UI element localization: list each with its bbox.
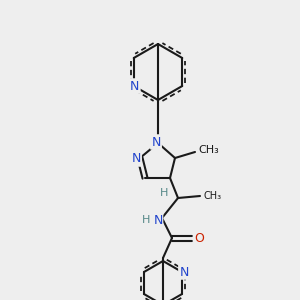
- Text: N: N: [151, 136, 161, 148]
- Text: CH₃: CH₃: [198, 145, 219, 155]
- Text: N: N: [131, 152, 141, 166]
- Text: N: N: [179, 266, 189, 278]
- Text: N: N: [153, 214, 163, 226]
- Text: O: O: [194, 232, 204, 244]
- Text: H: H: [160, 188, 168, 198]
- Text: CH₃: CH₃: [204, 191, 222, 201]
- Text: N: N: [130, 80, 140, 92]
- Text: H: H: [142, 215, 150, 225]
